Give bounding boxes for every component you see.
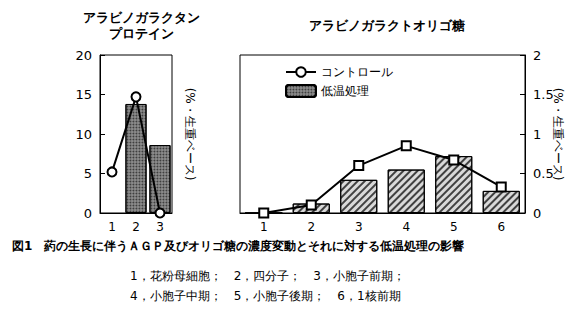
svg-text:2: 2 xyxy=(307,220,315,234)
svg-text:コントロール: コントロール xyxy=(321,65,393,79)
svg-text:5: 5 xyxy=(84,166,92,181)
svg-text:プロテイン: プロテイン xyxy=(109,26,174,41)
svg-text:4，小胞子中期； 5，小胞子後期； 6，1核前期: 4，小胞子中期； 5，小胞子後期； 6，1核前期 xyxy=(130,289,401,303)
svg-text:1，花粉母細胞； 2，四分子； 3，小胞子前期；: 1，花粉母細胞； 2，四分子； 3，小胞子前期； xyxy=(130,269,405,283)
svg-text:0: 0 xyxy=(533,206,541,221)
svg-text:(%・生重ベース): (%・生重ベース) xyxy=(551,87,565,181)
svg-text:アラビノガラクタン: アラビノガラクタン xyxy=(83,10,200,25)
svg-text:(%・生重ベース): (%・生重ベース) xyxy=(183,88,197,181)
svg-text:4: 4 xyxy=(402,220,410,234)
svg-text:2: 2 xyxy=(533,48,541,63)
svg-text:低温処理: 低温処理 xyxy=(321,84,369,98)
svg-text:2: 2 xyxy=(132,220,140,234)
svg-text:6: 6 xyxy=(497,220,505,234)
svg-text:20: 20 xyxy=(75,48,92,63)
svg-text:5: 5 xyxy=(450,220,458,234)
svg-text:図1 葯の生長に伴うＡＧＰ及びオリゴ糖の濃度変動とそれに対す: 図1 葯の生長に伴うＡＧＰ及びオリゴ糖の濃度変動とそれに対する低温処理の影響 xyxy=(12,239,464,253)
svg-text:3: 3 xyxy=(156,220,164,234)
svg-text:3: 3 xyxy=(355,220,363,234)
svg-text:1: 1 xyxy=(108,220,116,234)
svg-text:15: 15 xyxy=(75,87,92,102)
svg-text:0: 0 xyxy=(84,206,92,221)
svg-text:1.5: 1.5 xyxy=(533,87,554,102)
svg-text:アラビノガラクトオリゴ糖: アラビノガラクトオリゴ糖 xyxy=(309,18,465,33)
svg-text:0.5: 0.5 xyxy=(533,166,554,181)
svg-text:1: 1 xyxy=(533,127,541,142)
svg-text:10: 10 xyxy=(75,127,92,142)
svg-text:1: 1 xyxy=(260,220,268,234)
